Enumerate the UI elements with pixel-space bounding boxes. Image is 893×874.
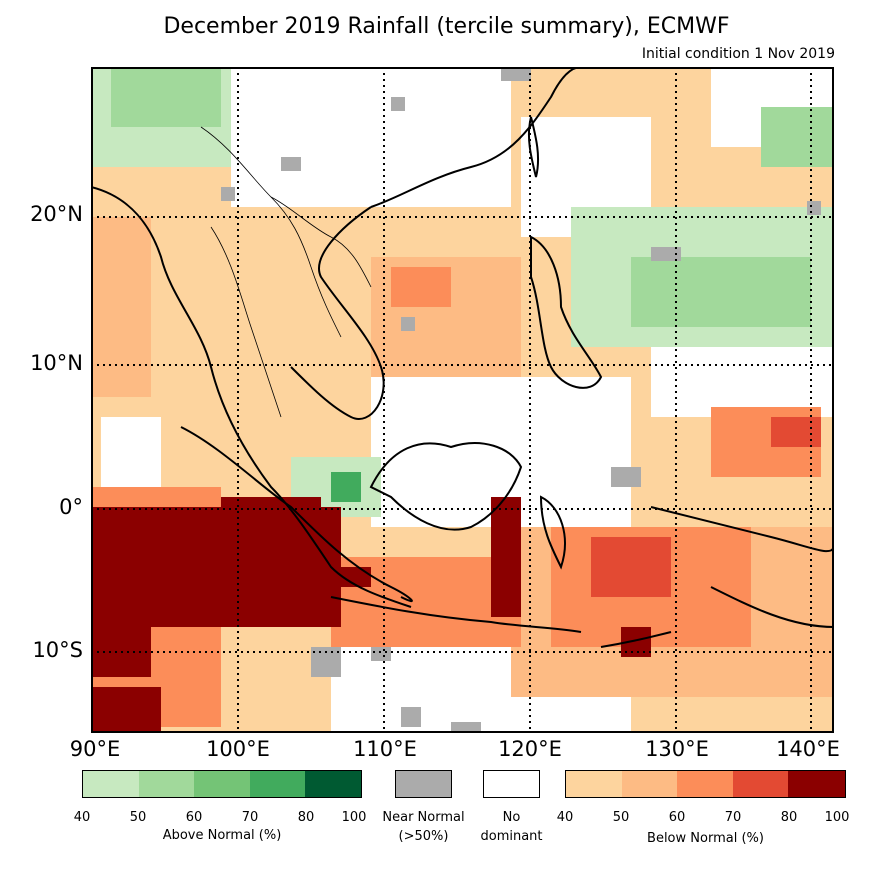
- above-swatch-40: [83, 771, 139, 797]
- map-subtitle: Initial condition 1 Nov 2019: [641, 46, 835, 62]
- below-swatch-80: [788, 771, 845, 797]
- below-swatch-40: [566, 771, 622, 797]
- below-tick: 50: [612, 810, 630, 825]
- above-tick: 100: [341, 810, 367, 825]
- lon-label-140e: 140°E: [776, 737, 840, 761]
- above-normal-label: Above Normal (%): [162, 828, 282, 843]
- above-normal-colorbar: [82, 770, 362, 798]
- lat-label-10n: 10°N: [30, 351, 83, 375]
- near-normal-sublabel: (>50%): [398, 829, 449, 844]
- no-dominant-sublabel: dominant: [480, 829, 543, 844]
- near-normal-cells: [221, 67, 821, 733]
- below-normal-label: Below Normal (%): [647, 831, 764, 846]
- gridlines: [91, 67, 834, 733]
- lat-label-0: 0°: [59, 495, 83, 519]
- below-swatch-60: [677, 771, 733, 797]
- lat-label-20n: 20°N: [30, 202, 83, 226]
- near-normal-swatch: [395, 770, 452, 798]
- above-tick: 40: [73, 810, 91, 825]
- map-frame: [91, 67, 834, 733]
- above-tick: 70: [241, 810, 259, 825]
- above-swatch-70: [249, 771, 306, 797]
- below-normal-colorbar: [565, 770, 846, 798]
- above-swatch-60: [194, 771, 250, 797]
- above-tick: 60: [185, 810, 203, 825]
- above-tick: 50: [129, 810, 147, 825]
- no-dominant-swatch: [483, 770, 540, 798]
- below-swatch-70: [732, 771, 789, 797]
- country-borders: [200, 126, 372, 418]
- no-dominant-label: No: [502, 810, 521, 825]
- below-tick: 80: [780, 810, 798, 825]
- lon-label-120e: 120°E: [498, 737, 562, 761]
- map-title: December 2019 Rainfall (tercile summary)…: [163, 14, 730, 39]
- above-normal-regions: [91, 67, 834, 517]
- lon-label-90e: 90°E: [69, 737, 121, 761]
- lon-label-110e: 110°E: [353, 737, 417, 761]
- below-swatch-50: [621, 771, 678, 797]
- below-tick: 70: [724, 810, 742, 825]
- above-swatch-50: [138, 771, 195, 797]
- below-tick: 40: [556, 810, 574, 825]
- above-tick: 80: [297, 810, 315, 825]
- tercile-map: [91, 67, 834, 733]
- lat-label-10s: 10°S: [32, 638, 83, 662]
- lon-label-100e: 100°E: [206, 737, 270, 761]
- above-swatch-80: [305, 771, 361, 797]
- below-tick: 100: [824, 810, 850, 825]
- near-normal-label: Near Normal: [382, 810, 465, 825]
- lon-label-130e: 130°E: [645, 737, 709, 761]
- below-tick: 60: [668, 810, 686, 825]
